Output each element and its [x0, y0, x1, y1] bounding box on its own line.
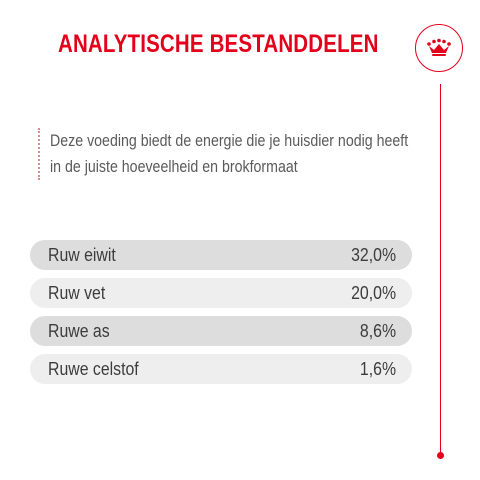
nutrient-row-fibre: Ruwe celstof 1,6% — [30, 354, 412, 384]
crown-icon — [427, 38, 451, 56]
nutrient-row-protein: Ruw eiwit 32,0% — [30, 240, 412, 270]
nutrient-row-fat: Ruw vet 20,0% — [30, 278, 412, 308]
nutrient-value: 32,0% — [351, 244, 396, 265]
nutrient-label: Ruw eiwit — [48, 244, 116, 265]
brand-logo-badge — [415, 24, 463, 72]
page-title: ANALYTISCHE BESTANDDELEN — [58, 30, 379, 58]
intro-line-2: in de juiste hoeveelheid en brokformaat — [50, 158, 298, 176]
nutrient-row-ash: Ruwe as 8,6% — [30, 316, 412, 346]
nutrient-value: 8,6% — [359, 320, 396, 341]
nutrient-table: Ruw eiwit 32,0% Ruw vet 20,0% Ruwe as 8,… — [30, 240, 412, 392]
decorative-line-end-dot — [437, 452, 444, 459]
intro-accent-bar — [38, 128, 40, 180]
decorative-vertical-line — [440, 84, 441, 454]
nutrient-label: Ruwe celstof — [48, 358, 139, 379]
nutrient-label: Ruwe as — [48, 320, 110, 341]
intro-line-1: Deze voeding biedt de energie die je hui… — [50, 132, 409, 150]
nutrient-label: Ruw vet — [48, 282, 106, 303]
intro-text: Deze voeding biedt de energie die je hui… — [50, 128, 409, 180]
nutrient-value: 20,0% — [351, 282, 396, 303]
nutrient-value: 1,6% — [359, 358, 396, 379]
